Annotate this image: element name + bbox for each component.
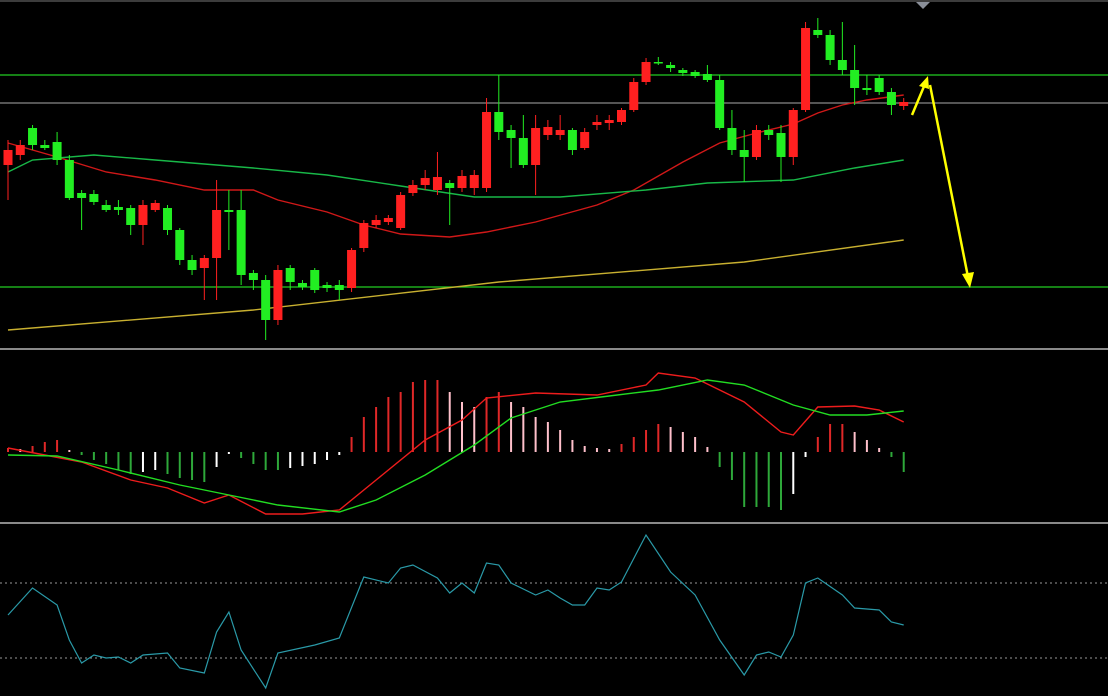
candle-body: [371, 220, 381, 225]
candle-body: [788, 110, 798, 157]
candle-body: [469, 175, 479, 188]
candle-body: [776, 133, 786, 157]
candle-body: [297, 283, 307, 287]
candle-body: [261, 280, 271, 320]
candle-body: [175, 230, 185, 260]
plot-layers: [0, 18, 1108, 690]
candle-body: [138, 205, 148, 225]
candle-body: [248, 273, 258, 280]
candle-body: [641, 62, 651, 82]
candle-body: [3, 150, 13, 165]
candle-body: [310, 270, 320, 290]
candle-body: [751, 130, 761, 157]
candle-body: [15, 145, 25, 155]
candle-body: [617, 110, 626, 122]
candle-body: [28, 128, 38, 145]
candle-body: [40, 145, 50, 148]
candle-body: [850, 70, 860, 88]
candle-body: [825, 35, 835, 60]
candle-body: [899, 102, 909, 106]
candle-body: [52, 142, 62, 160]
candle-body: [64, 160, 74, 198]
candle-body: [420, 178, 430, 185]
candle-body: [592, 122, 602, 125]
candle-body: [212, 210, 222, 258]
candle-body: [715, 80, 725, 128]
candle-body: [543, 127, 553, 135]
candle-body: [445, 183, 455, 188]
candle-body: [236, 210, 246, 275]
candle-body: [653, 62, 663, 64]
candle-body: [77, 193, 87, 198]
candle-body: [531, 128, 541, 165]
candle-body: [383, 218, 393, 222]
candle-body: [801, 28, 811, 110]
candle-body: [862, 88, 872, 90]
candle-body: [126, 208, 136, 225]
candle-body: [739, 150, 749, 157]
oscillator-line: [7, 533, 904, 690]
candle-body: [347, 250, 357, 288]
candle-body: [764, 130, 774, 135]
candle-body: [727, 128, 737, 150]
candle-body: [322, 285, 332, 288]
candle-body: [567, 130, 577, 150]
candle-body: [150, 203, 160, 210]
candle-body: [629, 82, 639, 110]
candle-body: [702, 74, 712, 80]
candle-body: [285, 268, 295, 282]
candle-body: [359, 223, 369, 248]
candle-body: [874, 78, 884, 92]
arrow-head: [962, 272, 974, 288]
indicator-line: [7, 379, 904, 513]
candle-body: [334, 285, 344, 290]
candle-body: [199, 258, 209, 268]
candle-body: [482, 112, 492, 188]
candle-body: [408, 185, 418, 193]
candle-body: [666, 65, 676, 68]
indicator-line: [7, 239, 904, 331]
candle-body: [396, 195, 406, 228]
scroll-marker[interactable]: [916, 2, 930, 9]
candle-body: [604, 120, 614, 123]
candle-body: [580, 132, 590, 148]
candle-body: [555, 130, 565, 135]
candle-body: [886, 92, 896, 105]
candle-body: [89, 194, 99, 202]
candle-body: [813, 30, 823, 35]
candle-body: [273, 270, 283, 320]
candle-body: [690, 72, 700, 76]
candle-body: [224, 210, 234, 212]
annotation-arrows: [910, 76, 974, 288]
indicator-line: [7, 372, 905, 515]
candle-body: [101, 205, 111, 210]
arrow-up: [910, 83, 927, 116]
candle-body: [432, 177, 442, 190]
candle-body: [187, 260, 197, 270]
candle-body: [113, 207, 123, 210]
arrow-down: [928, 84, 970, 278]
candle-body: [518, 138, 528, 165]
candle-body: [678, 70, 688, 73]
arrow-head: [919, 76, 929, 89]
candle-body: [506, 130, 516, 138]
indicator-line: [7, 94, 904, 238]
candle-body: [494, 112, 504, 132]
candle-body: [163, 208, 173, 230]
candle-body: [457, 176, 467, 188]
candle-body: [837, 60, 847, 70]
